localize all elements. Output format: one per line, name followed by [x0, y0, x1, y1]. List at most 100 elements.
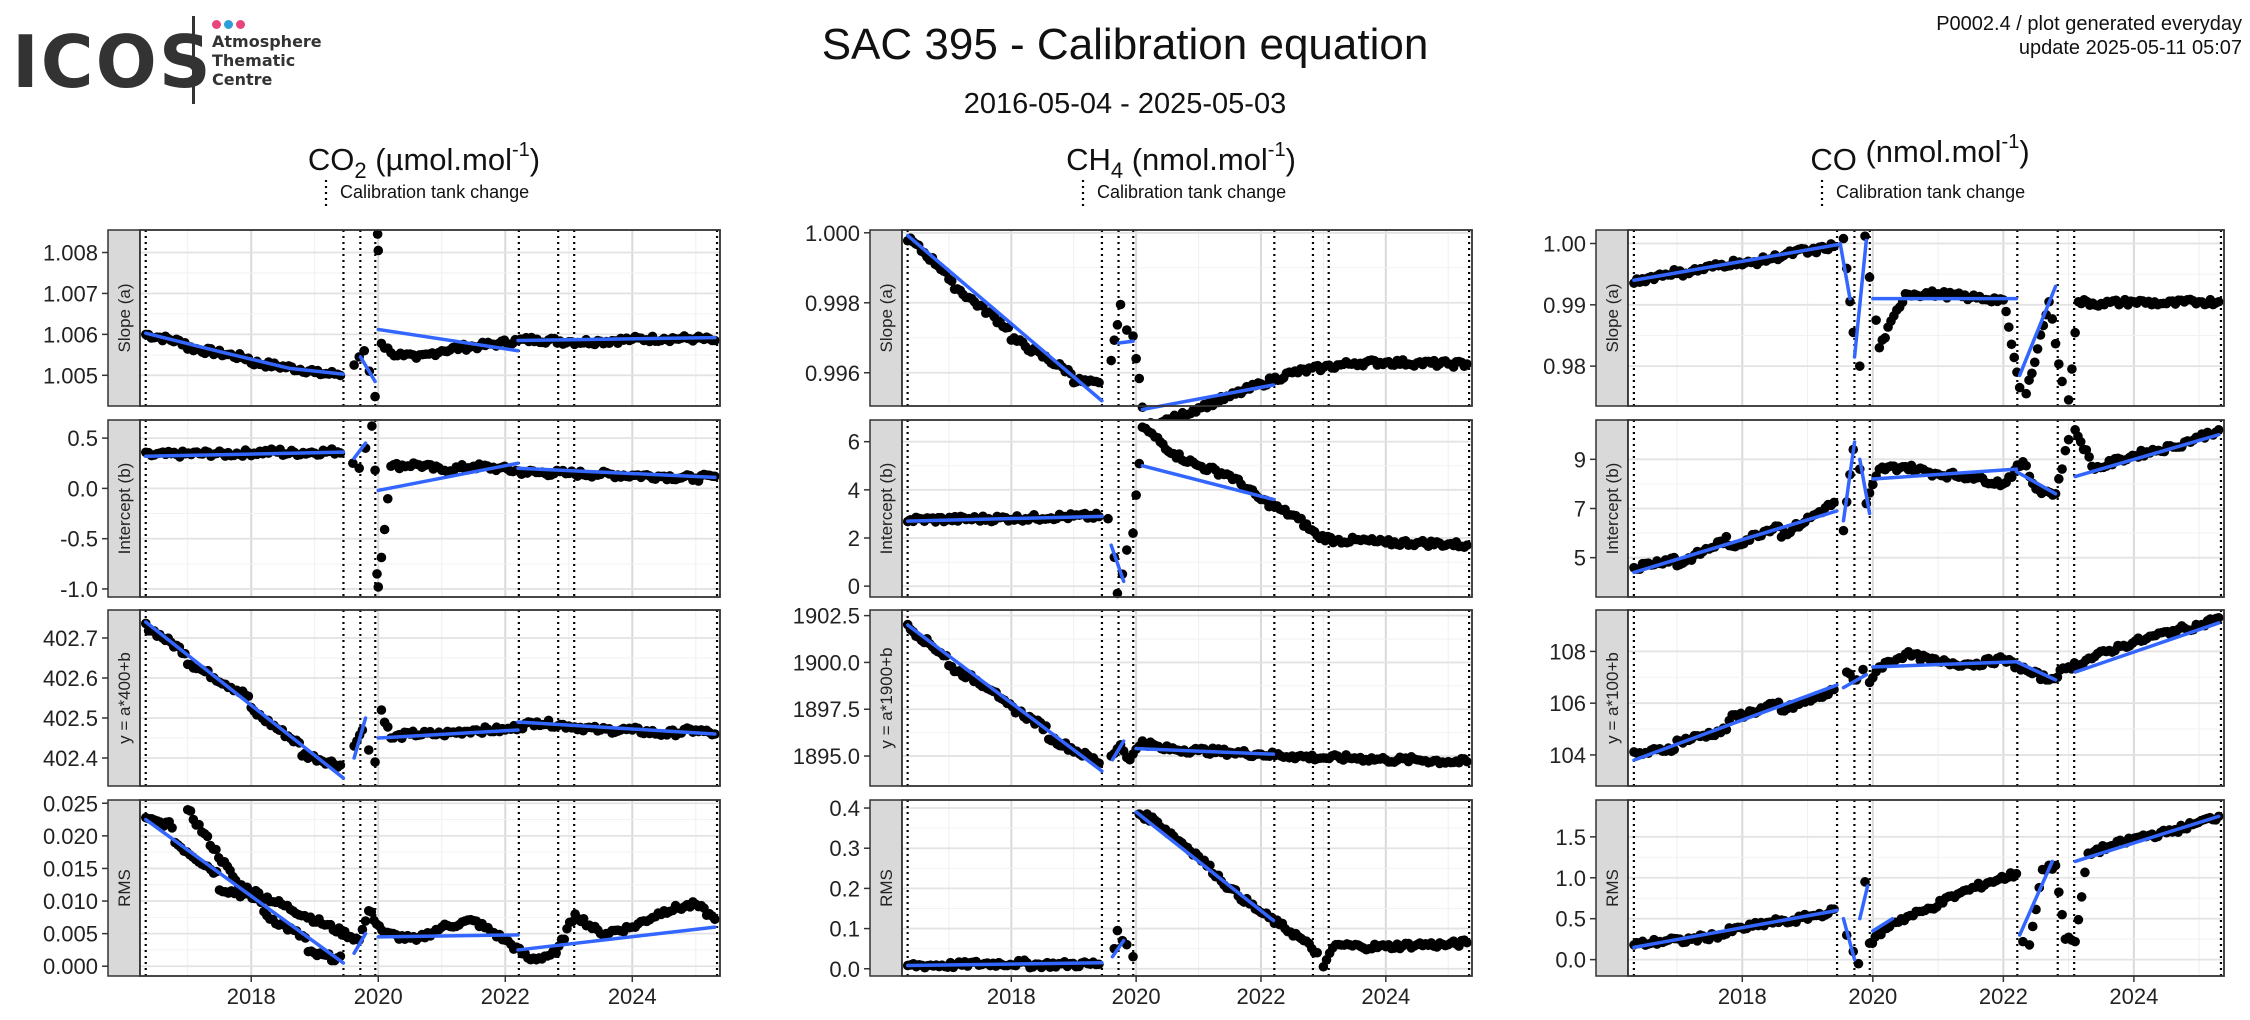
data-point [2057, 376, 2067, 387]
panel-border [1627, 419, 2225, 598]
legend-vline-label: Calibration tank change [1097, 182, 1286, 202]
data-point [1094, 377, 1104, 388]
data-point [710, 914, 720, 925]
panel: RMS 0.0 0.1 0.2 0.3 0.4 [829, 796, 1473, 982]
data-point [370, 757, 380, 767]
fit-line [1134, 810, 1276, 923]
data-point [1121, 545, 1132, 555]
data-point [2001, 306, 2011, 317]
y-tick-label: 1.0 [1555, 866, 1586, 891]
data-point [354, 463, 365, 474]
panel: y = a*400+b 402.4 402.5 402.6 402.7 [43, 609, 721, 787]
strip-label: Intercept (b) [1603, 463, 1622, 555]
data-point [2213, 612, 2224, 623]
data-point [1838, 525, 1849, 536]
data-point [367, 421, 377, 431]
data-point [1131, 353, 1141, 364]
y-tick-label: 1.008 [43, 241, 98, 266]
data-point [1131, 490, 1141, 500]
data-point [1858, 664, 1868, 675]
x-tick-label: 2022 [1237, 984, 1286, 1009]
panel-background [1628, 230, 2224, 406]
logo-text: ICOS [12, 20, 213, 104]
fit-line [1841, 672, 1869, 690]
data-point [2006, 339, 2017, 350]
data-point [2063, 434, 2074, 445]
data-point [1864, 272, 1875, 283]
fit-line [516, 720, 717, 736]
y-tick-label: 1902.5 [793, 604, 860, 629]
fit-line [376, 933, 520, 939]
panel: Slope (a) 0.996 0.998 1.000 [805, 221, 1473, 432]
data-point [2011, 868, 2022, 879]
strip [1595, 229, 1629, 407]
header-part: -1 [512, 139, 530, 161]
data-point [373, 582, 384, 592]
data-point [167, 822, 177, 833]
header-part: (µmol.mol [367, 142, 512, 177]
strip-label: Slope (a) [115, 284, 134, 353]
data-point [1128, 951, 1138, 962]
update-info: P0002.4 / plot generated everyday update… [1936, 12, 2242, 60]
column-header: CH4 (nmol.mol-1) [1066, 139, 1296, 183]
y-tick-label: 1.005 [43, 363, 98, 388]
fit-line [1841, 440, 1857, 523]
fit-line [2073, 814, 2221, 864]
fit-line [905, 514, 1104, 523]
fit-line [1109, 543, 1126, 584]
strip [869, 229, 903, 407]
data-point [2076, 892, 2087, 902]
data-point [2060, 445, 2071, 456]
panel-border [901, 419, 1473, 598]
data-point [1871, 315, 1881, 325]
data-point [2021, 388, 2031, 399]
data-point [1845, 296, 1855, 307]
y-tick-label: 1.006 [43, 322, 98, 347]
panel: RMS 0.0 0.5 1.0 1.5 [1555, 799, 2225, 977]
x-tick-label: 2022 [481, 984, 530, 1009]
x-tick-label: 2024 [608, 984, 657, 1009]
data-point [2057, 909, 2067, 920]
data-point [349, 360, 359, 370]
data-point [2009, 352, 2020, 363]
data-point [357, 924, 368, 935]
panel: Intercept (b) 5 7 9 [1574, 419, 2225, 598]
data-point [382, 493, 393, 504]
column-header: CO (nmol.mol-1) [1810, 131, 2029, 177]
fit-line [905, 623, 1104, 773]
y-tick-label: -0.5 [60, 527, 98, 552]
y-tick-label: 0.4 [829, 796, 860, 821]
panel-border [139, 419, 721, 598]
fit-line [905, 960, 1104, 968]
header-part: -1 [2002, 131, 2020, 153]
data-point [2063, 395, 2074, 405]
fit-line [1632, 242, 1839, 283]
header-part: ) [2019, 134, 2029, 169]
data-point [1109, 335, 1120, 346]
data-point [376, 705, 387, 715]
fit-line [1871, 916, 1895, 933]
data-point [1106, 355, 1116, 366]
data-point [243, 691, 254, 702]
fit-line [1110, 739, 1126, 762]
fit-line [2017, 284, 2058, 378]
data-point [2213, 425, 2224, 435]
data-point [2075, 437, 2086, 447]
y-tick-label: 6 [848, 430, 860, 455]
y-tick-label: 0.996 [805, 361, 860, 386]
y-tick-label: 0 [848, 574, 860, 599]
fit-line [144, 450, 346, 458]
data-point [1462, 540, 1472, 551]
logo-divider [192, 16, 195, 104]
y-tick-label: 2 [848, 526, 860, 551]
y-tick-label: 0.5 [67, 426, 98, 451]
data-point [202, 831, 213, 842]
fit-line [2014, 469, 2058, 496]
y-tick-label: 1897.5 [793, 697, 860, 722]
panel: y = a*100+b 104 106 108 [1549, 609, 2225, 787]
header-part: 2 [354, 158, 366, 183]
strip-label: y = a*100+b [1603, 652, 1622, 744]
data-point [1462, 937, 1472, 948]
data-point [1103, 513, 1113, 524]
fit-line [2014, 660, 2058, 682]
